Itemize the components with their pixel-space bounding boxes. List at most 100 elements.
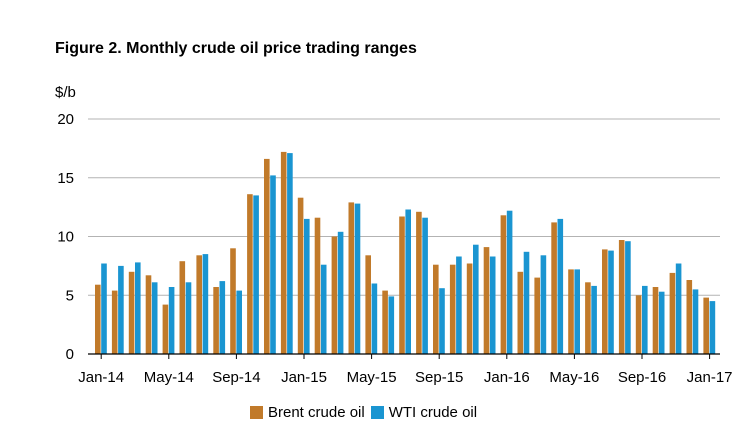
bar-brent bbox=[652, 287, 659, 354]
y-tick-labels: 0 5 10 15 20 bbox=[57, 111, 74, 363]
x-tick-label: May-14 bbox=[144, 369, 194, 386]
bar-wti bbox=[388, 296, 395, 354]
bar-brent bbox=[602, 249, 608, 354]
bar-brent bbox=[95, 284, 101, 354]
x-tick-label: May-15 bbox=[347, 369, 397, 386]
bar-wti bbox=[337, 231, 344, 354]
bar-wti bbox=[118, 265, 124, 354]
bar-brent bbox=[669, 272, 676, 354]
bar-brent bbox=[416, 211, 422, 354]
bar-brent bbox=[280, 151, 287, 354]
y-tick-label: 15 bbox=[57, 170, 74, 187]
bar-brent bbox=[314, 217, 321, 354]
bar-brent bbox=[382, 290, 388, 354]
bar-wti bbox=[642, 285, 648, 354]
bar-wti bbox=[287, 153, 293, 354]
bar-brent bbox=[128, 271, 135, 355]
bar-wti bbox=[574, 269, 580, 354]
y-axis-unit-label: $/b bbox=[55, 84, 76, 101]
legend: Brent crude oil WTI crude oil bbox=[250, 404, 477, 421]
bar-wti bbox=[354, 203, 361, 354]
bar-brent bbox=[399, 216, 405, 354]
x-tick-label: Sep-16 bbox=[618, 369, 666, 386]
bar-wti bbox=[270, 175, 276, 354]
bar-brent bbox=[449, 264, 456, 354]
bar-wti bbox=[439, 288, 445, 354]
bar-wti bbox=[135, 262, 141, 354]
y-tick-label: 10 bbox=[57, 229, 74, 246]
x-tick-labels: Jan-14 May-14 Sep-14 Jan-15 May-15 Sep-15 Jan-… bbox=[78, 369, 732, 386]
bar-brent bbox=[196, 255, 202, 354]
bar-brent bbox=[517, 271, 524, 355]
bar-wti bbox=[540, 255, 547, 354]
bar-brent bbox=[534, 277, 540, 354]
legend-item-brent: Brent crude oil bbox=[250, 404, 365, 421]
bar-brent bbox=[551, 222, 557, 354]
legend-swatch-brent bbox=[250, 406, 263, 419]
bar-brent bbox=[433, 264, 439, 354]
bars bbox=[95, 151, 716, 355]
y-tick-label: 5 bbox=[66, 287, 74, 304]
legend-swatch-wti bbox=[370, 406, 384, 419]
bar-wti bbox=[591, 285, 597, 354]
bar-wti bbox=[202, 254, 209, 354]
x-tick-label: Jan-16 bbox=[484, 369, 530, 386]
bar-brent bbox=[111, 290, 118, 354]
bar-wti bbox=[422, 217, 428, 354]
bar-wti bbox=[675, 263, 682, 354]
legend-label-wti: WTI crude oil bbox=[388, 404, 478, 421]
bar-brent bbox=[264, 158, 270, 354]
bar-wti bbox=[304, 218, 310, 354]
bar-brent bbox=[297, 197, 304, 354]
bar-wti bbox=[658, 291, 665, 354]
bar-wti bbox=[101, 263, 107, 354]
bar-brent bbox=[365, 255, 371, 354]
bar-wti bbox=[236, 290, 242, 354]
bar-brent bbox=[500, 215, 507, 354]
bar-brent bbox=[703, 297, 709, 354]
bar-wti bbox=[185, 282, 192, 354]
bar-wti bbox=[320, 264, 327, 354]
x-tick-label: May-16 bbox=[549, 369, 599, 386]
x-tick-label: Sep-14 bbox=[212, 369, 260, 386]
bar-wti bbox=[253, 195, 259, 354]
bar-wti bbox=[489, 256, 496, 354]
bar-brent bbox=[686, 280, 693, 354]
y-tick-label: 20 bbox=[57, 111, 74, 128]
bar-brent bbox=[635, 295, 642, 355]
bar-wti bbox=[506, 210, 513, 354]
bar-wti bbox=[151, 282, 158, 354]
bar-wti bbox=[473, 244, 479, 354]
bar-brent bbox=[568, 269, 574, 354]
chart-title: Figure 2. Monthly crude oil price tradin… bbox=[55, 40, 417, 57]
bar-wti bbox=[219, 281, 226, 354]
x-axis bbox=[88, 353, 720, 359]
bar-brent bbox=[348, 202, 355, 354]
bar-brent bbox=[247, 194, 253, 354]
bar-brent bbox=[162, 304, 169, 354]
bar-wti bbox=[168, 287, 175, 354]
x-tick-label: Jan-17 bbox=[687, 369, 733, 386]
bar-wti bbox=[371, 283, 378, 354]
bar-brent bbox=[179, 261, 186, 354]
bar-wti bbox=[456, 256, 462, 354]
bar-wti bbox=[523, 251, 530, 354]
bar-brent bbox=[230, 248, 236, 355]
bar-wti bbox=[625, 241, 631, 354]
bar-wti bbox=[709, 301, 716, 354]
legend-label-brent: Brent crude oil bbox=[268, 404, 365, 421]
bar-brent bbox=[585, 282, 591, 354]
bar-wti bbox=[557, 218, 564, 354]
bar-brent bbox=[618, 240, 625, 354]
bar-brent bbox=[466, 263, 473, 354]
bar-brent bbox=[483, 247, 490, 354]
legend-item-wti: WTI crude oil bbox=[370, 404, 478, 421]
bar-brent bbox=[145, 275, 152, 354]
x-tick-label: Jan-15 bbox=[281, 369, 327, 386]
bar-wti bbox=[405, 209, 411, 354]
x-tick-label: Jan-14 bbox=[78, 369, 124, 386]
bar-wti bbox=[692, 289, 699, 354]
bar-wti bbox=[608, 250, 614, 354]
y-tick-label: 0 bbox=[66, 346, 74, 363]
